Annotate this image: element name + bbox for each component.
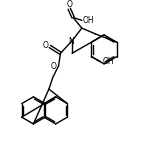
Text: O: O xyxy=(51,62,57,71)
Text: OH: OH xyxy=(102,57,114,66)
Text: N: N xyxy=(68,37,74,46)
Text: OH: OH xyxy=(83,16,94,25)
Text: O: O xyxy=(66,0,72,9)
Text: O: O xyxy=(43,41,49,50)
